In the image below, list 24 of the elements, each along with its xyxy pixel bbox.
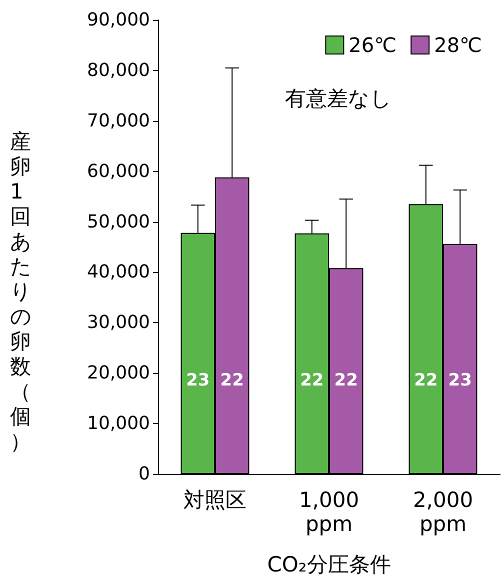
y-tick-label: 40,000 — [87, 262, 150, 283]
annotation: 22 — [414, 370, 438, 390]
annotation: 22 — [220, 370, 244, 390]
y-tick-label: 0 — [138, 464, 150, 484]
annotation: 有意差なし — [285, 86, 392, 110]
x-tick-label: 1,000 ppm — [298, 488, 360, 536]
y-tick-label: 90,000 — [87, 10, 150, 30]
x-tick-label: 2,000 ppm — [412, 488, 474, 536]
annotation: 23 — [448, 370, 472, 390]
legend-label: 26℃ — [348, 33, 397, 57]
y-tick-label: 80,000 — [87, 60, 150, 81]
y-tick-label: 70,000 — [87, 110, 150, 132]
x-axis-title: CO₂分圧条件 — [267, 552, 391, 576]
annotation: 22 — [300, 370, 324, 390]
annotation: 23 — [186, 370, 210, 390]
text: 産卵1回あたりの卵数（個） — [10, 130, 32, 454]
y-tick-label: 60,000 — [87, 160, 150, 182]
annotation: 22 — [334, 370, 358, 390]
y-tick-label: 30,000 — [87, 312, 150, 334]
y-tick-label: 50,000 — [87, 211, 150, 232]
y-tick-label: 10,000 — [87, 413, 150, 434]
legend-label: 28℃ — [434, 33, 482, 57]
x-tick-label: 対照区 — [184, 488, 246, 512]
y-tick-label: 20,000 — [87, 362, 150, 384]
